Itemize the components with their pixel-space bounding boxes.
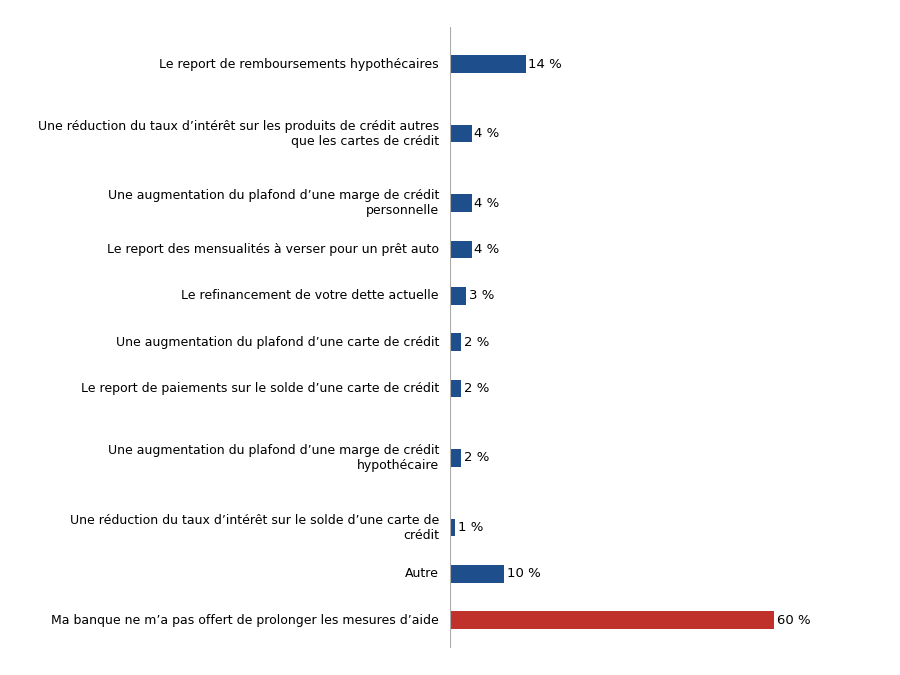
Bar [450,518,455,537]
Text: 10 %: 10 % [507,568,540,580]
Text: 14 %: 14 % [528,57,562,71]
Bar [450,241,472,259]
Bar [450,565,504,583]
Text: 60 %: 60 % [777,614,810,626]
Bar [450,333,461,351]
Bar [450,55,526,73]
Bar [450,379,461,398]
Text: 4 %: 4 % [474,196,500,210]
Text: 3 %: 3 % [469,290,494,302]
Bar [450,194,472,212]
Text: 4 %: 4 % [474,243,500,256]
Text: 2 %: 2 % [464,335,489,348]
Bar [450,612,774,629]
Text: 1 %: 1 % [458,521,483,534]
Text: 2 %: 2 % [464,452,489,464]
Text: 4 %: 4 % [474,127,500,140]
Bar [450,449,461,467]
Bar [450,125,472,142]
Text: 2 %: 2 % [464,382,489,395]
Bar [450,287,466,304]
